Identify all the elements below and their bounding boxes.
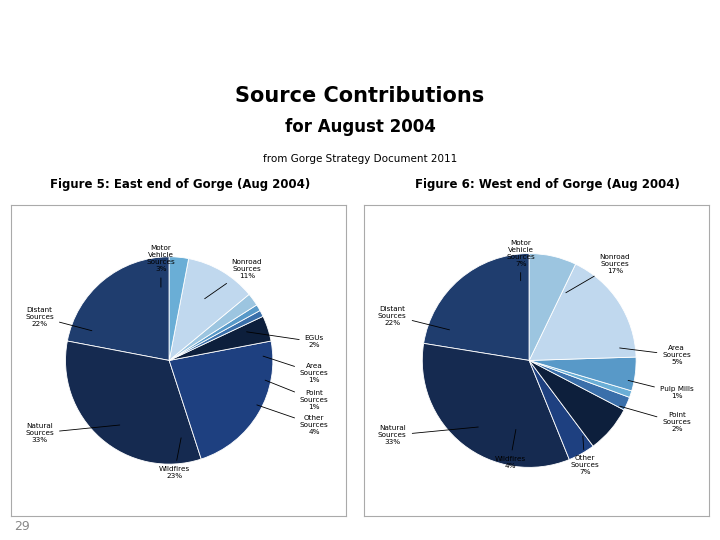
- Wedge shape: [529, 361, 631, 397]
- Wedge shape: [529, 264, 636, 361]
- Wedge shape: [68, 256, 169, 361]
- Wedge shape: [169, 310, 263, 361]
- Text: Source Contributions: Source Contributions: [235, 86, 485, 106]
- Text: Point
Sources
1%: Point Sources 1%: [265, 380, 329, 410]
- Wedge shape: [423, 253, 529, 361]
- Wedge shape: [529, 361, 624, 446]
- Wedge shape: [169, 316, 271, 361]
- Text: 29: 29: [14, 520, 30, 533]
- Text: Distant
Sources
22%: Distant Sources 22%: [25, 307, 92, 330]
- Text: Motor
Vehicle
Sources
3%: Motor Vehicle Sources 3%: [147, 245, 175, 287]
- Text: Pulp Mills
1%: Pulp Mills 1%: [628, 380, 693, 399]
- Wedge shape: [169, 259, 249, 361]
- Wedge shape: [169, 341, 273, 459]
- Text: Nonroad
Sources
11%: Nonroad Sources 11%: [204, 259, 262, 299]
- Wedge shape: [66, 341, 201, 464]
- Text: Area
Sources
1%: Area Sources 1%: [263, 356, 329, 383]
- Text: Other
Sources
4%: Other Sources 4%: [257, 405, 329, 435]
- Wedge shape: [423, 343, 570, 467]
- Wedge shape: [169, 305, 260, 361]
- Text: Figure 6: West end of Gorge (Aug 2004): Figure 6: West end of Gorge (Aug 2004): [415, 178, 680, 191]
- Text: Point
Sources
2%: Point Sources 2%: [619, 406, 691, 433]
- Text: Area
Sources
5%: Area Sources 5%: [620, 345, 691, 365]
- Text: from Gorge Strategy Document 2011: from Gorge Strategy Document 2011: [263, 154, 457, 164]
- Wedge shape: [169, 256, 189, 361]
- Wedge shape: [529, 254, 575, 361]
- Text: Wildfires
23%: Wildfires 23%: [158, 438, 190, 479]
- Wedge shape: [169, 294, 257, 361]
- Text: Summary of Past Gorge Study: Summary of Past Gorge Study: [166, 32, 568, 57]
- Text: Natural
Sources
33%: Natural Sources 33%: [378, 426, 478, 446]
- Wedge shape: [529, 361, 593, 460]
- Text: for August 2004: for August 2004: [284, 118, 436, 137]
- Text: Other
Sources
7%: Other Sources 7%: [570, 436, 599, 475]
- Text: EGUs
2%: EGUs 2%: [246, 332, 324, 348]
- Wedge shape: [529, 361, 629, 410]
- Text: Nonroad
Sources
17%: Nonroad Sources 17%: [566, 254, 630, 293]
- Text: Motor
Vehicle
Sources
7%: Motor Vehicle Sources 7%: [506, 240, 535, 281]
- Text: Distant
Sources
22%: Distant Sources 22%: [378, 306, 449, 330]
- Text: Natural
Sources
33%: Natural Sources 33%: [25, 423, 120, 443]
- Text: Figure 5: East end of Gorge (Aug 2004): Figure 5: East end of Gorge (Aug 2004): [50, 178, 310, 191]
- Text: Wildfires
4%: Wildfires 4%: [495, 429, 526, 469]
- Wedge shape: [529, 357, 636, 391]
